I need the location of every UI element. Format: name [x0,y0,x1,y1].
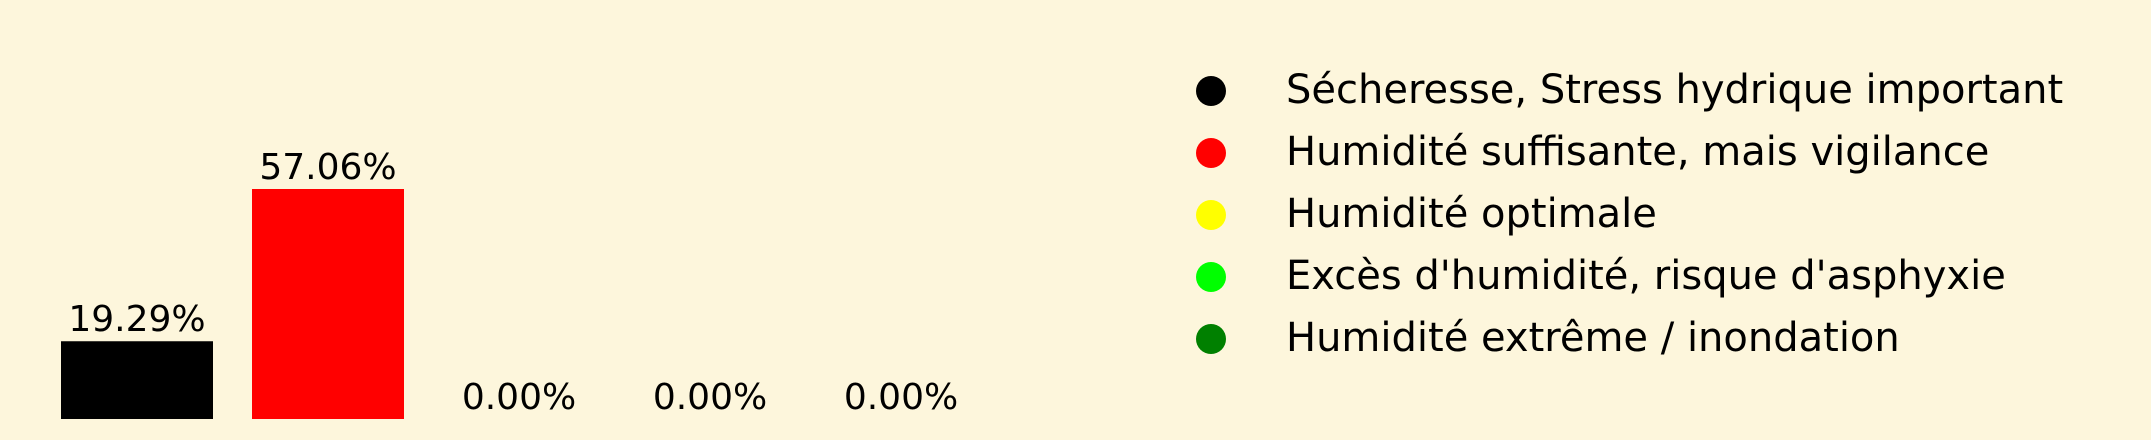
legend-label-2: Humidité suffisante, mais vigilance [1286,129,1989,175]
bar-2 [252,189,404,419]
bar-value-label-5: 0.00% [844,377,958,418]
legend-label-4: Excès d'humidité, risque d'asphyxie [1286,253,2006,299]
legend-label-1: Sécheresse, Stress hydrique important [1286,67,2063,113]
bar-value-label-4: 0.00% [653,377,767,418]
legend: Sécheresse, Stress hydrique important Hum… [1196,67,2063,361]
legend-marker-1 [1196,76,1226,106]
legend-label-3: Humidité optimale [1286,191,1657,237]
legend-marker-3 [1196,200,1226,230]
legend-marker-2 [1196,138,1226,168]
value-labels-layer: 19.29% 57.06% 0.00% 0.00% 0.00% [68,147,958,418]
bar-value-label-1: 19.29% [68,299,205,340]
legend-label-5: Humidité extrême / inondation [1286,315,1900,361]
legend-marker-5 [1196,324,1226,354]
bar-1 [61,341,213,419]
legend-marker-4 [1196,262,1226,292]
bars-layer [61,189,404,419]
bar-value-label-3: 0.00% [462,377,576,418]
bar-value-label-2: 57.06% [259,147,396,188]
